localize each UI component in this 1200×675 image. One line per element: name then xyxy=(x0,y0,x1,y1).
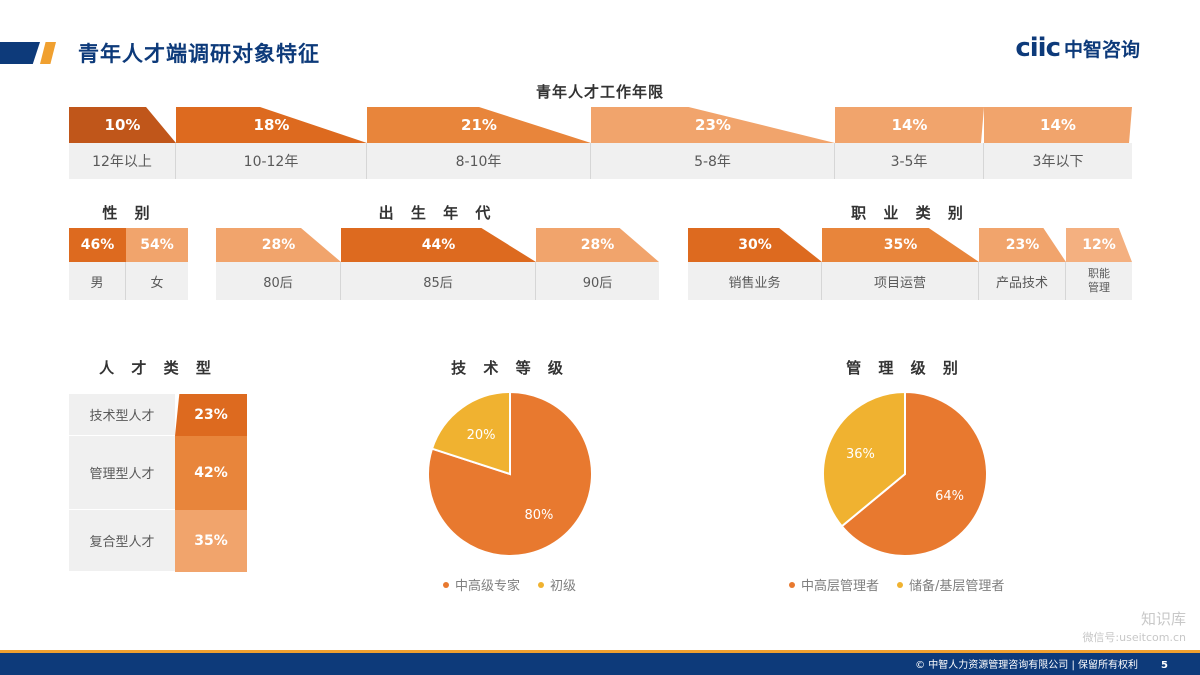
pie-data-label: 36% xyxy=(846,447,875,462)
category-label: 80后 xyxy=(216,262,341,300)
pie-slice xyxy=(822,390,906,528)
legend-item: 初级 xyxy=(538,575,576,594)
band-segment: 14% 3年以下 xyxy=(984,107,1132,179)
pie-data-label: 64% xyxy=(935,489,964,504)
data-label: 28% xyxy=(216,228,341,262)
gender-title: 性 别 xyxy=(102,204,156,222)
legend-item: 中高层管理者 xyxy=(789,575,879,594)
pie-slice xyxy=(430,390,511,476)
band-segment: 28% 90后 xyxy=(536,228,659,300)
category-label: 5-8年 xyxy=(591,143,835,179)
pie-slice xyxy=(840,390,988,557)
talent-type-title: 人 才 类 型 xyxy=(99,359,217,377)
category-label: 管理型人才 xyxy=(69,436,175,510)
data-label: 10% xyxy=(69,107,176,143)
data-label: 30% xyxy=(688,228,822,262)
data-label: 42% xyxy=(175,436,247,510)
category-label: 85后 xyxy=(341,262,536,300)
data-label: 54% xyxy=(126,228,188,262)
data-label: 23% xyxy=(175,394,247,436)
category-label: 产品技术 xyxy=(979,262,1066,300)
band-segment: 23% 产品技术 xyxy=(979,228,1066,300)
page-number: 5 xyxy=(1161,660,1168,671)
watermark: 知识库 微信号:useitcom.cn xyxy=(1082,610,1186,644)
band-segment: 44% 85后 xyxy=(341,228,536,300)
data-label: 21% xyxy=(367,107,591,143)
tech-level-pie: 80% 20% xyxy=(427,390,593,557)
category-label: 销售业务 xyxy=(688,262,822,300)
category-label: 女 xyxy=(126,262,188,300)
data-label: 28% xyxy=(536,228,659,262)
job-category-title: 职 业 类 别 xyxy=(851,204,969,222)
band-segment: 10% 12年以上 xyxy=(69,107,176,179)
band-segment: 28% 80后 xyxy=(216,228,341,300)
band-segment: 30% 销售业务 xyxy=(688,228,822,300)
category-label: 3-5年 xyxy=(835,143,984,179)
tech-level-title: 技 术 等 级 xyxy=(451,359,569,377)
band-segment: 12% 职能 管理 xyxy=(1066,228,1132,300)
logo-text: 中智咨询 xyxy=(1063,38,1140,61)
category-label: 90后 xyxy=(536,262,659,300)
category-label: 8-10年 xyxy=(367,143,591,179)
band-segment: 18% 10-12年 xyxy=(176,107,367,179)
tech-level-legend: 中高级专家 初级 xyxy=(443,575,576,594)
category-label: 职能 管理 xyxy=(1066,262,1132,300)
logo-mark: ciic xyxy=(1015,33,1061,63)
company-logo: ciic 中智咨询 xyxy=(1015,33,1140,63)
data-label: 44% xyxy=(341,228,536,262)
band-segment: 21% 8-10年 xyxy=(367,107,591,179)
data-label: 35% xyxy=(822,228,979,262)
band-segment: 46% 男 xyxy=(69,228,126,300)
page-title: 青年人才端调研对象特征 xyxy=(78,42,320,66)
category-label: 项目运营 xyxy=(822,262,979,300)
legend-item: 中高级专家 xyxy=(443,575,520,594)
band-segment: 35% 项目运营 xyxy=(822,228,979,300)
title-accent-bar xyxy=(0,42,60,64)
footer-accent-line xyxy=(0,650,1200,653)
category-label: 男 xyxy=(69,262,126,300)
category-label: 3年以下 xyxy=(984,143,1132,179)
data-label: 23% xyxy=(979,228,1066,262)
category-label: 10-12年 xyxy=(176,143,367,179)
data-label: 14% xyxy=(984,107,1132,143)
management-level-title: 管 理 级 别 xyxy=(846,359,964,377)
pie-data-label: 20% xyxy=(467,428,496,443)
footer-bar xyxy=(0,653,1200,675)
data-label: 35% xyxy=(175,510,247,572)
category-label: 复合型人才 xyxy=(69,510,175,572)
band-segment: 14% 3-5年 xyxy=(835,107,984,179)
data-label: 14% xyxy=(835,107,984,143)
birth-era-title: 出 生 年 代 xyxy=(378,204,497,222)
category-label: 技术型人才 xyxy=(69,394,175,436)
copyright-text: © 中智人力资源管理咨询有限公司 | 保留所有权利 xyxy=(915,660,1138,671)
band-segment: 23% 5-8年 xyxy=(591,107,835,179)
management-level-legend: 中高层管理者 储备/基层管理者 xyxy=(789,575,1004,594)
data-label: 18% xyxy=(176,107,367,143)
management-level-pie: 64% 36% xyxy=(822,390,988,557)
band-segment: 54% 女 xyxy=(126,228,188,300)
category-label: 12年以上 xyxy=(69,143,176,179)
legend-item: 储备/基层管理者 xyxy=(897,575,1004,594)
data-label: 12% xyxy=(1066,228,1132,262)
work-years-title: 青年人才工作年限 xyxy=(535,83,664,101)
data-label: 46% xyxy=(69,228,126,262)
pie-data-label: 80% xyxy=(524,508,553,523)
data-label: 23% xyxy=(591,107,835,143)
